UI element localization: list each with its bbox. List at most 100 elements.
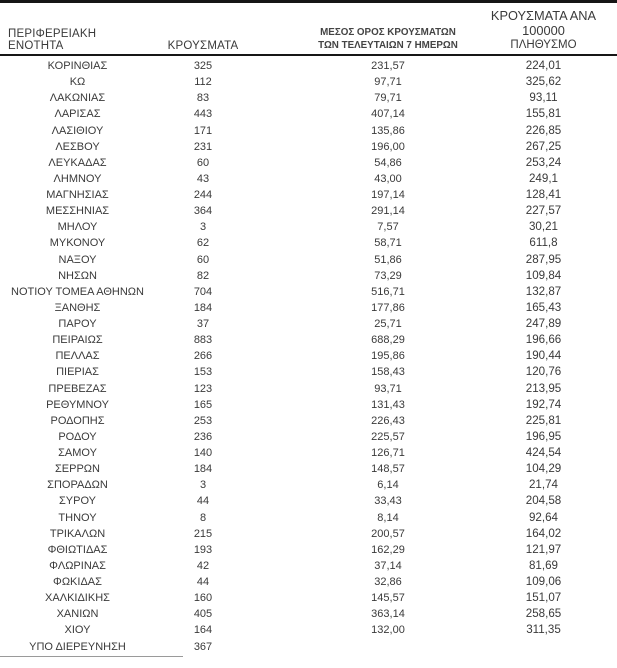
per-100k-cell: 164,02: [525, 526, 562, 540]
table-header-row: ΠΕΡΙΦΕΡΕΙΑΚΗ ΕΝΟΤΗΤΑ ΚΡΟΥΣΜΑΤΑ ΜΕΣΟΣ ΟΡΟ…: [0, 3, 617, 56]
region-name-cell: ΜΥΚΟΝΟΥ: [49, 237, 106, 250]
per-100k-cell: 104,29: [525, 462, 562, 476]
region-name-cell: ΞΑΝΘΗΣ: [54, 301, 101, 314]
table-row: ΞΑΝΘΗΣ 184 177,86 165,43: [0, 300, 617, 316]
per-100k-cell: 325,62: [525, 75, 562, 89]
per-100k-cell: 196,95: [525, 429, 562, 443]
region-name-cell: ΛΑΡΙΣΑΣ: [54, 108, 101, 121]
cases-cell: 123: [193, 382, 213, 395]
per-100k-cell: 224,01: [525, 59, 562, 72]
table-row: ΝΟΤΙΟΥ ΤΟΜΕΑ ΑΘΗΝΩΝ 704 516,71 132,87: [0, 284, 617, 300]
region-name-cell: ΦΩΚΙΔΑΣ: [53, 576, 102, 588]
avg-7day-cell: 226,43: [371, 414, 405, 427]
region-name-cell: ΠΑΡΟΥ: [58, 318, 97, 330]
cases-cell: 184: [193, 301, 213, 314]
per-100k-cell: 128,41: [525, 188, 562, 201]
per-100k-cell: 155,81: [525, 107, 562, 121]
table-row: ΧΙΟΥ 164 132,00 311,35: [0, 622, 617, 638]
per-100k-cell: 121,97: [525, 542, 562, 556]
avg-7day-cell: 196,00: [371, 140, 405, 153]
avg-7day-cell: 33,43: [374, 495, 402, 508]
table-row: ΜΑΓΝΗΣΙΑΣ 244 197,14 128,41: [0, 187, 617, 203]
avg-7day-cell: 132,00: [371, 624, 405, 637]
header-avg-7day-line2: ΤΩΝ ΤΕΛΕΥΤΑΙΩΝ 7 ΗΜΕΡΩΝ: [318, 40, 458, 51]
region-name-cell: ΛΗΜΝΟΥ: [53, 172, 102, 185]
cases-cell: 236: [193, 430, 213, 443]
table-row: ΣΥΡΟΥ 44 33,43 204,58: [0, 493, 617, 509]
cases-cell: 443: [193, 108, 213, 121]
avg-7day-cell: 516,71: [371, 285, 405, 298]
cases-cell: 83: [196, 92, 210, 105]
region-name-cell: ΣΠΟΡΑΔΩΝ: [47, 479, 108, 492]
region-name-cell: ΜΑΓΝΗΣΙΑΣ: [46, 189, 109, 201]
per-100k-cell: 424,54: [525, 446, 562, 459]
per-100k-cell: 611,8: [529, 236, 558, 250]
cases-cell: 231: [193, 140, 213, 153]
per-100k-cell: 21,74: [528, 478, 558, 492]
avg-7day-cell: 73,29: [374, 269, 402, 282]
region-name-cell: ΡΕΘΥΜΝΟΥ: [46, 398, 109, 411]
cases-cell: 704: [193, 285, 213, 298]
region-name-cell: ΠΡΕΒΕΖΑΣ: [48, 382, 107, 395]
cases-cell: 44: [196, 576, 210, 588]
per-100k-cell: 267,25: [525, 139, 562, 153]
table-row: ΝΑΞΟΥ 60 51,86 287,95: [0, 252, 617, 268]
header-per-100k-line1: ΚΡΟΥΣΜΑΤΑ ΑΝΑ 100000: [490, 8, 597, 38]
table-row: ΛΗΜΝΟΥ 43 43,00 249,1: [0, 171, 617, 187]
region-name-cell: ΜΕΣΣΗΝΙΑΣ: [45, 205, 110, 218]
cases-cell: 266: [193, 350, 213, 363]
table-row: ΡΟΔΟΠΗΣ 253 226,43 225,81: [0, 413, 617, 429]
cases-cell: 82: [196, 269, 210, 282]
cases-cell: 164: [193, 624, 213, 637]
header-per-100k-line2: ΠΛΗΘΥΣΜΟ: [510, 39, 577, 51]
top-horizontal-rule: [0, 0, 617, 3]
table-row: ΧΑΝΙΩΝ 405 363,14 258,65: [0, 606, 617, 622]
avg-7day-cell: 93,71: [374, 382, 402, 395]
region-name-cell: ΠΕΙΡΑΙΩΣ: [52, 334, 103, 347]
per-100k-cell: 287,95: [525, 252, 562, 266]
table-row: ΣΕΡΡΩΝ 184 148,57 104,29: [0, 461, 617, 477]
table-row: ΠΕΙΡΑΙΩΣ 883 688,29 196,66: [0, 332, 617, 348]
table-row: ΡΟΔΟΥ 236 225,57 196,95: [0, 429, 617, 445]
avg-7day-cell: 126,71: [371, 447, 405, 459]
table-row: ΝΗΣΩΝ 82 73,29 109,84: [0, 268, 617, 284]
avg-7day-cell: 58,71: [374, 237, 402, 250]
region-name-cell: ΥΠΟ ΔΙΕΡΕΥΝΗΣΗ: [29, 640, 126, 653]
region-name-cell: ΧΑΝΙΩΝ: [56, 608, 99, 621]
region-name-cell: ΣΑΜΟΥ: [58, 447, 97, 459]
header-cases: ΚΡΟΥΣΜΑΤΑ: [167, 40, 239, 52]
cases-cell: 8: [199, 511, 207, 524]
region-name-cell: ΤΡΙΚΑΛΩΝ: [49, 527, 106, 540]
avg-7day-cell: 145,57: [371, 592, 405, 605]
cases-cell: 140: [193, 447, 213, 459]
per-100k-cell: 225,81: [525, 413, 562, 427]
per-100k-cell: 258,65: [525, 607, 562, 621]
table-row: ΚΟΡΙΝΘΙΑΣ 325 231,57 224,01: [0, 58, 617, 74]
avg-7day-cell: 291,14: [371, 205, 405, 218]
table-row: ΣΑΜΟΥ 140 126,71 424,54: [0, 445, 617, 461]
avg-7day-cell: 43,00: [374, 172, 402, 185]
region-name-cell: ΚΟΡΙΝΘΙΑΣ: [47, 60, 108, 72]
per-100k-cell: 151,07: [525, 591, 562, 605]
per-100k-cell: 247,89: [525, 317, 562, 330]
region-name-cell: ΡΟΔΟΠΗΣ: [50, 414, 105, 427]
table-row: ΜΥΚΟΝΟΥ 62 58,71 611,8: [0, 235, 617, 251]
avg-7day-cell: 158,43: [371, 366, 405, 379]
cases-cell: 60: [196, 156, 210, 169]
avg-7day-cell: 97,71: [374, 76, 402, 89]
region-name-cell: ΚΩ: [69, 76, 86, 89]
cases-cell: 43: [196, 172, 210, 185]
region-name-cell: ΤΗΝΟΥ: [58, 511, 97, 524]
table-row: ΠΙΕΡΙΑΣ 153 158,43 120,76: [0, 364, 617, 380]
avg-7day-cell: 54,86: [374, 156, 402, 169]
per-100k-cell: 190,44: [525, 349, 562, 363]
region-name-cell: ΛΑΣΙΘΙΟΥ: [51, 124, 104, 137]
region-name-cell: ΛΑΚΩΝΙΑΣ: [49, 92, 106, 105]
region-name-cell: ΝΟΤΙΟΥ ΤΟΜΕΑ ΑΘΗΝΩΝ: [11, 285, 144, 298]
region-name-cell: ΣΕΡΡΩΝ: [55, 463, 100, 476]
avg-7day-cell: 6,14: [377, 479, 399, 492]
region-name-cell: ΠΕΛΛΑΣ: [55, 350, 100, 363]
avg-7day-cell: 231,57: [371, 60, 405, 72]
cases-cell: 42: [196, 559, 210, 572]
